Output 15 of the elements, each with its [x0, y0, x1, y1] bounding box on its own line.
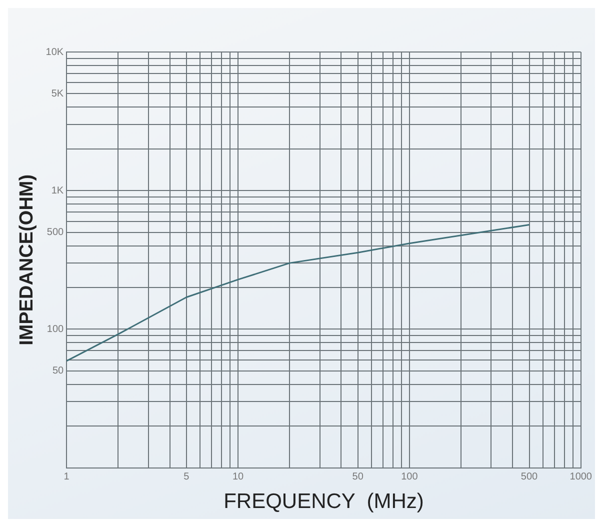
y-tick-label: 500	[46, 227, 64, 238]
y-tick-label: 1K	[51, 185, 64, 196]
y-axis-title: IMPEDANCE(OHM)	[16, 174, 38, 346]
y-tick-label: 10K	[46, 46, 64, 58]
x-tick-label: 1	[64, 472, 70, 483]
y-tick-label: 5K	[51, 88, 64, 100]
y-tick-label: 100	[46, 324, 64, 335]
y-tick-label: 50	[52, 366, 64, 377]
x-tick-label: 100	[401, 472, 418, 483]
x-tick-label: 10	[232, 472, 244, 483]
x-tick-label: 1000	[570, 472, 592, 483]
x-axis-title: FREQUENCY (MHz)	[224, 490, 424, 514]
x-tick-label: 5	[184, 472, 190, 483]
x-tick-label: 50	[352, 472, 364, 483]
x-tick-label: 500	[520, 472, 538, 483]
